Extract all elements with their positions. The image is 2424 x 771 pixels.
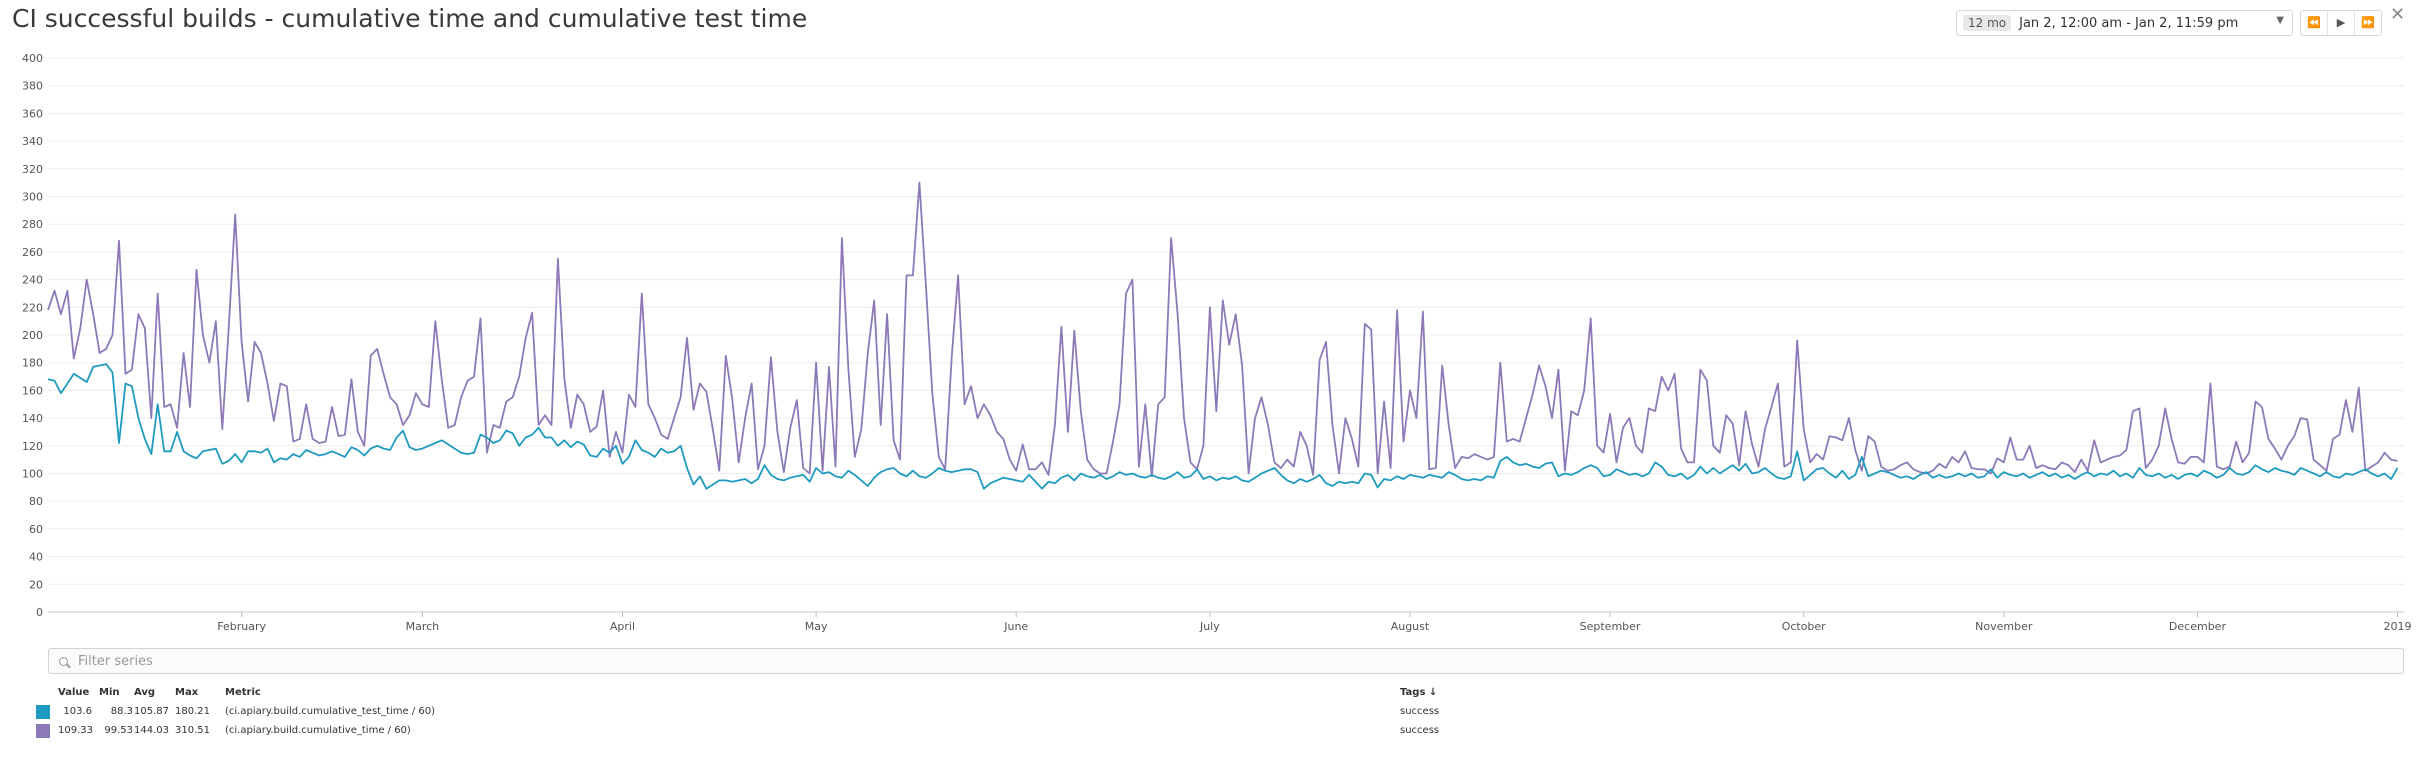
y-tick-label: 180 (22, 357, 43, 370)
legend-avg: 105.87 (134, 706, 169, 717)
legend-tags: success (1400, 706, 1440, 717)
y-tick-label: 340 (22, 135, 43, 148)
series-lines (47, 181, 2399, 490)
y-tick-label: 280 (22, 218, 43, 231)
y-tick-label: 240 (22, 274, 43, 287)
search-icon (59, 656, 68, 666)
y-tick-label: 300 (22, 191, 43, 204)
series-line-0 (47, 181, 2398, 478)
y-tick-label: 60 (29, 523, 43, 536)
play-icon[interactable]: ▶ (2328, 11, 2355, 35)
y-tick-label: 380 (22, 80, 43, 93)
legend-header-avg[interactable]: Avg (134, 687, 156, 698)
y-tick-label: 200 (22, 329, 43, 342)
close-icon[interactable]: ✕ (2390, 4, 2406, 25)
legend-avg: 144.03 (134, 725, 169, 736)
time-range-label: Jan 2, 12:00 am - Jan 2, 11:59 pm (2019, 15, 2239, 31)
series-swatch[interactable] (36, 705, 50, 719)
y-tick-label: 260 (22, 246, 43, 259)
x-tick-label: September (1580, 620, 1641, 633)
y-tick-label: 80 (29, 495, 43, 508)
x-tick-label: July (1199, 620, 1220, 633)
x-tick-label: February (217, 620, 266, 633)
y-tick-label: 220 (22, 301, 43, 314)
y-tick-label: 0 (36, 606, 43, 619)
fast-forward-icon[interactable]: ⏩ (2361, 16, 2375, 29)
y-tick-label: 400 (22, 52, 43, 65)
x-tick-label: June (1003, 620, 1028, 633)
legend-max: 310.51 (175, 725, 210, 736)
legend-value: 103.6 (63, 706, 92, 717)
legend-value: 109.33 (58, 725, 93, 736)
rewind-icon[interactable]: ⏪ (2301, 11, 2328, 35)
y-tick-label: 40 (29, 551, 43, 564)
x-tick-label: August (1391, 620, 1430, 633)
y-tick-label: 140 (22, 412, 43, 425)
legend-metric: (ci.apiary.build.cumulative_time / 60) (225, 725, 411, 736)
filter-series-input[interactable] (76, 652, 2280, 670)
y-tick-label: 360 (22, 107, 43, 120)
y-tick-label: 100 (22, 468, 43, 481)
legend-metric: (ci.apiary.build.cumulative_test_time / … (225, 706, 436, 717)
grid-lines (48, 57, 2404, 613)
y-tick-label: 20 (29, 578, 43, 591)
x-tick-label: April (610, 620, 635, 633)
legend-header-tags[interactable]: Tags ↓ (1400, 687, 1438, 698)
legend-min: 88.3 (110, 706, 133, 717)
widget-title: CI successful builds - cumulative time a… (12, 4, 808, 33)
y-tick-label: 120 (22, 440, 43, 453)
legend-header-max[interactable]: Max (175, 687, 199, 698)
series-line-1 (47, 363, 2399, 490)
timeseries-chart: 0 20 40 60 80 100 120 140 160 180 200 220 240 260 280 3… (22, 52, 2412, 633)
x-tick-label: May (805, 620, 828, 633)
x-tick-label: November (1975, 620, 2033, 633)
legend-header-min[interactable]: Min (99, 687, 120, 698)
legend-header-value[interactable]: Value (58, 687, 90, 698)
legend-tags: success (1400, 725, 1440, 736)
time-range-picker[interactable]: 12 mo Jan 2, 12:00 am - Jan 2, 11:59 pm … (1956, 10, 2293, 36)
legend-min: 99.53 (104, 725, 133, 736)
x-tick-label: December (2169, 620, 2227, 633)
series-swatch[interactable] (36, 724, 50, 738)
legend-header-metric[interactable]: Metric (225, 687, 261, 698)
x-axis: February March April May June July August Septe… (217, 612, 2412, 633)
legend-max: 180.21 (175, 706, 210, 717)
chevron-down-icon[interactable]: ▼ (2276, 15, 2284, 26)
time-span-badge: 12 mo (1963, 15, 2012, 31)
playback-controls: ⏪ ▶ ⏩ (2300, 10, 2382, 36)
x-tick-label: October (1782, 620, 1826, 633)
y-tick-label: 160 (22, 384, 43, 397)
y-tick-label: 320 (22, 163, 43, 176)
x-tick-label: March (406, 620, 440, 633)
x-tick-label: 2019 (2384, 620, 2412, 633)
filter-series-box[interactable] (48, 648, 2404, 674)
y-axis: 0 20 40 60 80 100 120 140 160 180 200 220 240 260 280 3… (22, 52, 43, 619)
